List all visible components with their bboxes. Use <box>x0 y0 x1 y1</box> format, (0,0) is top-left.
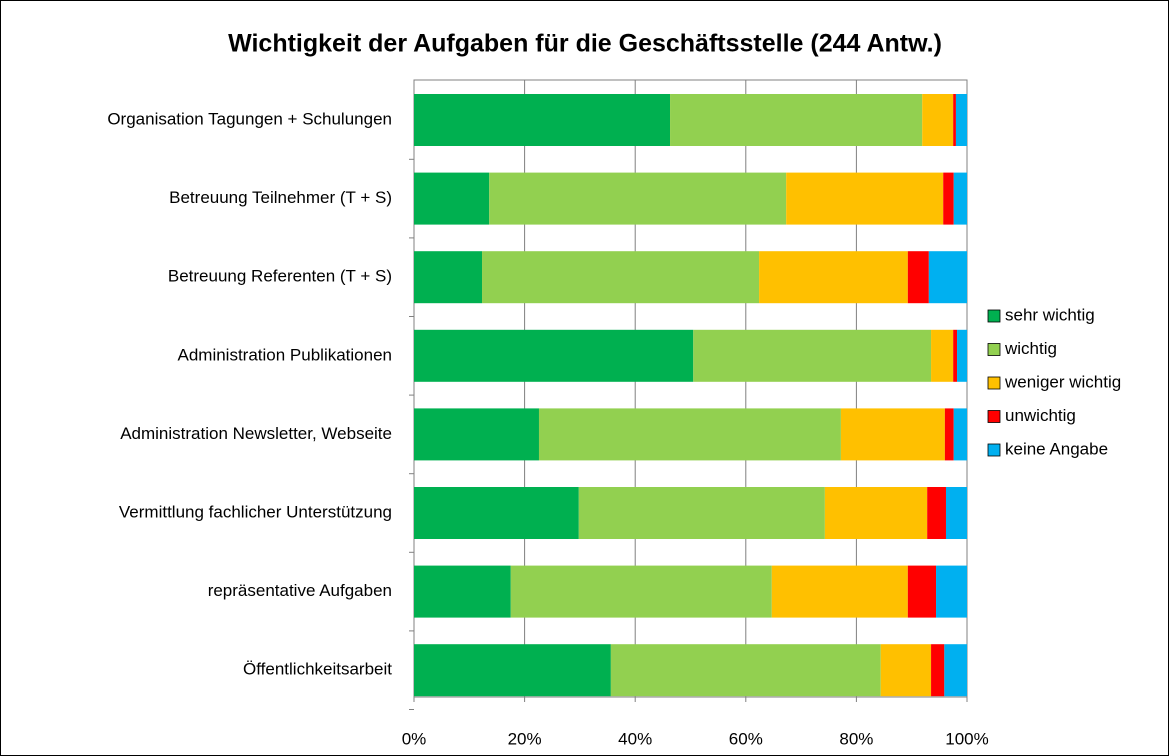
chart-title: Wichtigkeit der Aufgaben für die Geschäf… <box>228 30 942 58</box>
bar-segment <box>538 408 841 461</box>
bar-segment <box>907 565 937 618</box>
bar-segment <box>786 172 944 225</box>
bar-segment <box>953 408 967 461</box>
y-tick-label: Vermittlung fachlicher Unterstützung <box>119 502 392 521</box>
bar-segment <box>414 565 511 618</box>
bar-segment <box>922 94 954 146</box>
x-tick-label: 80% <box>839 729 873 748</box>
legend-label: unwichtig <box>1005 406 1076 425</box>
bar-segment <box>824 487 928 539</box>
x-tick-label: 0% <box>402 729 427 748</box>
legend-swatch <box>987 443 1001 457</box>
bar-segment <box>670 94 923 146</box>
x-tick-label: 100% <box>945 729 988 748</box>
bar-segment <box>928 251 967 304</box>
bar-segment <box>927 487 946 539</box>
bar-segment <box>936 565 967 618</box>
y-tick-label: Organisation Tagungen + Schulungen <box>107 109 392 128</box>
bar-segment <box>840 408 945 461</box>
legend-label: wichtig <box>1004 339 1057 358</box>
bar-segment <box>578 487 825 539</box>
bar-segment <box>957 329 967 382</box>
bar-segment <box>414 329 694 382</box>
bar-segment <box>414 487 579 539</box>
bar-segment <box>907 251 929 304</box>
legend-label: sehr wichtig <box>1005 305 1095 324</box>
bar-segment <box>482 251 760 304</box>
bar-segment <box>414 644 611 697</box>
y-tick-label: Betreuung Teilnehmer (T + S) <box>169 188 392 207</box>
bar-segment <box>414 251 483 304</box>
y-tick-label: Administration Newsletter, Webseite <box>120 424 392 443</box>
bar-segment <box>414 172 490 225</box>
bar-segment <box>944 408 954 461</box>
legend-label: keine Angabe <box>1005 439 1108 458</box>
bar-segment <box>693 329 932 382</box>
bar-segment <box>945 487 967 539</box>
x-tick-label: 20% <box>508 729 542 748</box>
legend-swatch <box>987 343 1001 356</box>
bar-segment <box>880 644 932 697</box>
bar-segment <box>759 251 908 304</box>
bar-segment <box>955 94 967 146</box>
bar-segment <box>489 172 787 225</box>
legend-swatch <box>987 309 1001 323</box>
bar-segment <box>414 408 539 461</box>
y-tick-label: Administration Publikationen <box>177 345 392 364</box>
bar-segment <box>771 565 908 618</box>
bar-segment <box>943 172 954 225</box>
x-tick-label: 40% <box>618 729 652 748</box>
bar-segment <box>931 644 945 697</box>
legend-label: weniger wichtig <box>1004 372 1121 391</box>
legend-swatch <box>987 410 1001 423</box>
y-tick-label: repräsentative Aufgaben <box>208 581 392 600</box>
legend-swatch <box>987 376 1001 390</box>
y-tick-label: Betreuung Referenten (T + S) <box>168 267 392 286</box>
bar-segment <box>953 94 956 146</box>
bar-segment <box>944 644 967 697</box>
bar-segment <box>953 172 967 225</box>
bar-segment <box>610 644 881 697</box>
bar-segment <box>414 94 671 146</box>
x-tick-label: 60% <box>729 729 763 748</box>
y-tick-label: Öffentlichkeitsarbeit <box>243 660 392 679</box>
bar-segment <box>953 329 958 382</box>
bar-segment <box>510 565 772 618</box>
bar-segment <box>931 329 954 382</box>
